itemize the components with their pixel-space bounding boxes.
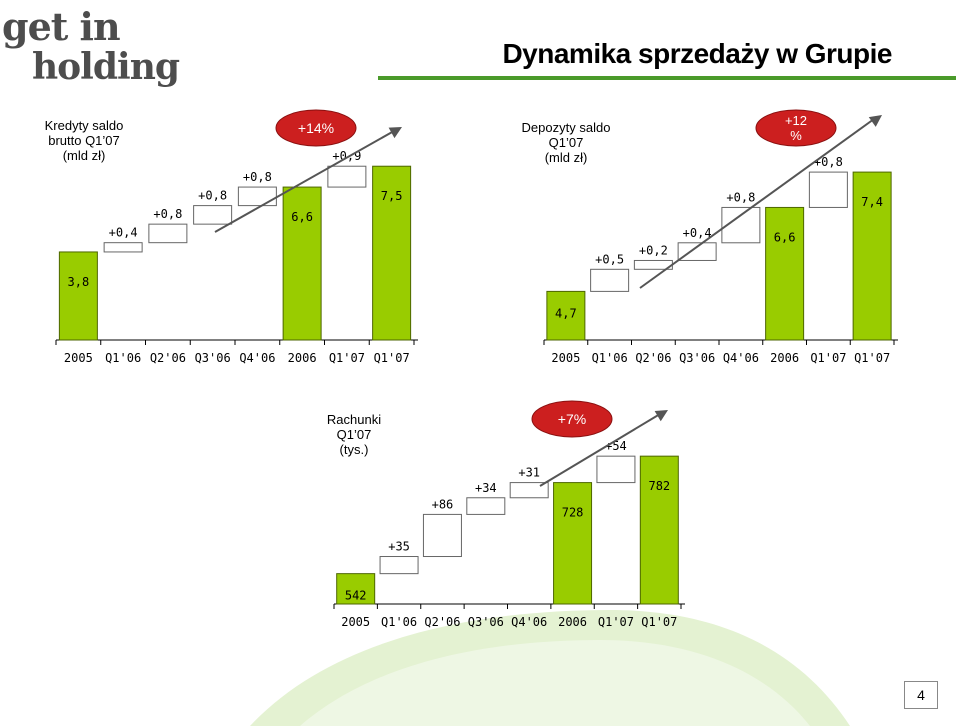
chart2-growth-arrow [639, 118, 875, 289]
chart1-category-label: Q4'06 [239, 351, 275, 365]
chart2-title-line: Q1’07 [549, 135, 584, 150]
company-logo: get in holding [2, 4, 182, 94]
chart3-growth-badge [531, 400, 613, 438]
chart3-growth-label: +7% [558, 411, 586, 427]
chart3-category-label: Q2'06 [424, 615, 460, 629]
chart2-title-line: (mld zł) [545, 150, 588, 165]
chart3-category-label: Q1'07 [598, 615, 634, 629]
chart3-growth-arrow [539, 413, 661, 487]
chart1-title-line: (mld zł) [63, 148, 106, 163]
chart2-data-label: +0,5 [595, 252, 624, 266]
chart2-bar-1 [546, 290, 586, 341]
chart1-bar-6 [282, 186, 322, 341]
chart2-data-label: 7,4 [861, 195, 883, 209]
chart3-category-label: Q4'06 [511, 615, 547, 629]
chart3-bar-7 [596, 455, 636, 484]
title-underline [378, 76, 956, 80]
chart3-category-label: Q1'06 [381, 615, 417, 629]
chart1-growth-arrow-head [388, 127, 402, 139]
chart2-category-label: 2005 [551, 351, 580, 365]
chart2-bar-2 [590, 268, 630, 292]
chart3-bar-1 [336, 573, 376, 605]
chart2-bar-8 [852, 171, 892, 341]
chart1-bar-3 [148, 223, 188, 244]
chart3-data-label: 728 [562, 506, 584, 520]
chart2-category-label: Q1'06 [592, 351, 628, 365]
chart2-category-label: Q4'06 [723, 351, 759, 365]
chart2-title-line: Depozyty saldo [522, 120, 611, 135]
chart2-data-label: +0,2 [639, 243, 668, 257]
chart3-title-line: (tys.) [340, 442, 369, 457]
chart2-data-label: +0,8 [726, 190, 755, 204]
chart1-title-line: brutto Q1’07 [48, 133, 120, 148]
chart1-bar-7 [327, 165, 367, 188]
page-title: Dynamika sprzedaży w Grupie [502, 38, 892, 69]
chart1-growth-badge [275, 109, 357, 147]
chart3-bar-5 [509, 482, 549, 499]
chart1-data-label: +0,4 [109, 226, 138, 240]
chart2-category-label: Q1'07 [810, 351, 846, 365]
chart3-bar-8 [639, 455, 679, 605]
chart1-category-label: Q2'06 [150, 351, 186, 365]
chart1-data-label: 7,5 [381, 189, 403, 203]
chart3-bar-4 [466, 497, 506, 515]
chart1-category-label: Q3'06 [195, 351, 231, 365]
chart1-bar-2 [103, 242, 143, 253]
chart1-growth-arrow [214, 130, 395, 233]
chart1-data-label: +0,8 [198, 189, 227, 203]
chart2-bar-7 [808, 171, 848, 208]
chart1-category-label: Q1'07 [374, 351, 410, 365]
chart2-category-label: Q1'07 [854, 351, 890, 365]
chart2-category-label: Q3'06 [679, 351, 715, 365]
chart3-category-label: 2006 [558, 615, 587, 629]
chart1-data-label: 6,6 [291, 210, 313, 224]
chart2-bar-6 [765, 206, 805, 341]
chart3-data-label: 782 [648, 479, 670, 493]
chart3-category-label: Q1'07 [641, 615, 677, 629]
chart2-data-label: 4,7 [555, 306, 577, 320]
chart1-category-label: Q1'06 [105, 351, 141, 365]
chart1-bar-4 [193, 205, 233, 225]
chart3-bar-2 [379, 556, 419, 575]
chart3-data-label: +35 [388, 540, 410, 554]
chart2-data-label: +0,4 [683, 226, 712, 240]
chart2-category-label: Q2'06 [635, 351, 671, 365]
chart1-category-label: Q1'07 [329, 351, 365, 365]
chart3-bar-6 [553, 482, 593, 605]
chart2-data-label: 6,6 [774, 230, 796, 244]
chart1-category-label: 2006 [288, 351, 317, 365]
chart1-title-line: Kredyty saldo [45, 118, 124, 133]
chart2-growth-label: +12 [785, 113, 807, 128]
logo-line-2: holding [32, 46, 180, 88]
chart2-category-label: 2006 [770, 351, 799, 365]
chart1-bar-8 [372, 165, 412, 341]
chart3-growth-arrow-head [654, 410, 668, 422]
chart1-data-label: +0,8 [153, 207, 182, 221]
chart3-category-label: 2005 [341, 615, 370, 629]
chart3-title-line: Q1’07 [337, 427, 372, 442]
chart2-growth-label: % [790, 128, 802, 143]
chart1-growth-label: +14% [298, 120, 334, 136]
chart3-data-label: +31 [518, 466, 540, 480]
chart2-bar-4 [677, 242, 717, 261]
chart3-data-label: 542 [345, 589, 367, 603]
chart3-data-label: +86 [432, 497, 454, 511]
chart1-bar-5 [237, 186, 277, 207]
chart1-data-label: +0,8 [243, 170, 272, 184]
chart2-growth-arrow-head [868, 115, 882, 127]
chart2-growth-badge [755, 109, 837, 147]
chart3-category-label: Q3'06 [468, 615, 504, 629]
chart3-bar-3 [422, 513, 462, 558]
chart1-bar-1 [58, 251, 98, 341]
logo-line-1: get in [2, 4, 121, 49]
chart1-category-label: 2005 [64, 351, 93, 365]
page-number: 4 [904, 681, 938, 709]
chart2-data-label: +0,8 [814, 155, 843, 169]
chart3-data-label: +34 [475, 481, 497, 495]
chart1-data-label: 3,8 [68, 275, 90, 289]
chart3-title-line: Rachunki [327, 412, 381, 427]
